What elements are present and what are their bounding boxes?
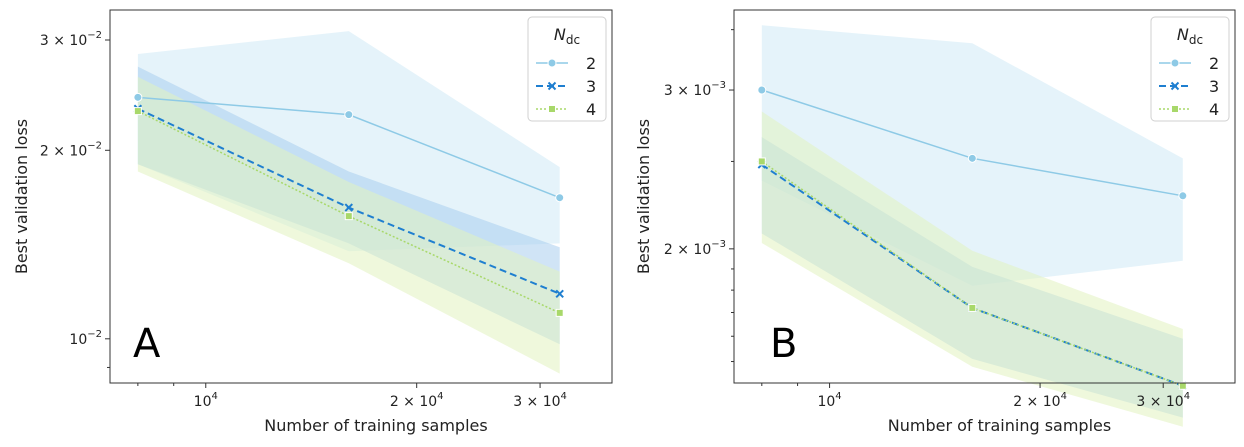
- data-point-2: [757, 85, 767, 95]
- data-point-3: [344, 203, 353, 212]
- panel-letter: A: [133, 321, 161, 367]
- legend-box: [527, 16, 607, 122]
- confidence-band-4: [761, 111, 1183, 427]
- data-point-2: [344, 110, 354, 120]
- legend-label-3: 3: [1209, 77, 1219, 96]
- data-point-2: [967, 153, 977, 163]
- panel-A: 104 2 × 104 3 × 104 10−2 2 × 10−2 3 × 10−2 Num…: [12, 9, 613, 435]
- legend-label-2: 2: [586, 54, 596, 73]
- legend-label-4: 4: [1209, 100, 1219, 119]
- data-point-4: [133, 107, 142, 116]
- legend-marker-3: [1170, 81, 1180, 91]
- x-tick-label: 104: [817, 391, 841, 410]
- x-tick-label: 104: [194, 391, 218, 410]
- x-axis-label: Number of training samples: [264, 416, 487, 435]
- x-tick-label: 3 × 104: [513, 391, 567, 410]
- data-point-4: [757, 157, 766, 166]
- y-tick-label: 2 × 10−2: [40, 140, 102, 159]
- legend-marker-3: [547, 81, 557, 91]
- panel-letter: B: [770, 321, 797, 367]
- legend-marker-2: [547, 58, 557, 68]
- x-tick-label: 3 × 104: [1136, 391, 1190, 410]
- data-point-4: [344, 212, 353, 221]
- legend-label-4: 4: [586, 100, 596, 119]
- data-point-2: [133, 92, 143, 102]
- legend-title: Ndc: [1177, 25, 1203, 47]
- data-point-4: [555, 308, 564, 317]
- legend-marker-4: [1171, 105, 1179, 113]
- confidence-band-4: [137, 76, 560, 374]
- x-tick-label: 2 × 104: [390, 391, 444, 410]
- data-point-2: [1178, 191, 1188, 201]
- y-axis-label: Best validation loss: [634, 119, 653, 274]
- legend: Ndc 2 3 4: [1150, 16, 1230, 122]
- y-axis-label: Best validation loss: [12, 119, 31, 274]
- axes-frame: [733, 9, 1236, 384]
- panel-B: 104 2 × 104 3 × 104 2 × 10−3 3 × 10−3 Number …: [634, 9, 1236, 435]
- data-point-2: [555, 193, 565, 203]
- axes-frame: [109, 9, 613, 384]
- data-point-4: [968, 303, 977, 312]
- y-tick-label: 10−2: [69, 329, 102, 348]
- x-axis-label: Number of training samples: [888, 416, 1111, 435]
- y-tick-label: 2 × 10−3: [664, 239, 726, 258]
- y-tick-label: 3 × 10−3: [664, 80, 726, 99]
- legend-marker-4: [548, 105, 556, 113]
- y-tick-label: 3 × 10−2: [40, 30, 102, 49]
- data-point-4: [1178, 381, 1187, 390]
- legend: Ndc 2 3 4: [527, 16, 607, 122]
- x-tick-label: 2 × 104: [1013, 391, 1067, 410]
- data-point-3: [555, 289, 564, 298]
- legend-label-3: 3: [586, 77, 596, 96]
- legend-label-2: 2: [1209, 54, 1219, 73]
- legend-box: [1150, 16, 1230, 122]
- legend-marker-2: [1170, 58, 1180, 68]
- legend-title: Ndc: [554, 25, 580, 47]
